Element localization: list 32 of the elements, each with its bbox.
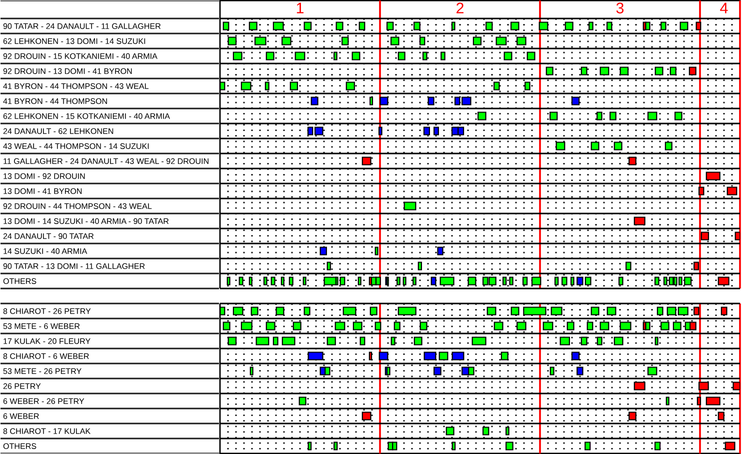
- y-tick-label: 43 WEAL - 44 THOMPSON - 14 SUZUKI: [3, 143, 149, 149]
- y-tick-label: 11 GALLAGHER - 24 DANAULT - 43 WEAL - 92 DROUIN: [4, 158, 208, 164]
- y-tick-label: 14 SUZUKI - 40 ARMIA: [4, 248, 88, 254]
- y-tick-label: 90 TATAR - 13 DOMI - 11 GALLAGHER: [3, 263, 145, 269]
- y-tick-label: 41 BYRON - 44 THOMPSON - 43 WEAL: [3, 83, 149, 89]
- y-tick-label: OTHERS: [3, 278, 36, 284]
- y-tick-label: 13 DOMI - 92 DROUIN: [4, 173, 85, 179]
- y-tick-label: 17 KULAK - 20 FLEURY: [4, 338, 90, 344]
- y-tick-label: 90 TATAR - 24 DANAULT - 11 GALLAGHER: [3, 23, 161, 29]
- y-tick-label: 8 CHIAROT - 6 WEBER: [3, 353, 89, 359]
- x-tick-label: 2: [456, 2, 464, 14]
- y-tick-label: 8 CHIAROT - 26 PETRY: [3, 308, 91, 314]
- y-tick-label: 53 METE - 6 WEBER: [3, 323, 80, 329]
- x-tick-label: 3: [616, 2, 624, 14]
- y-tick-label: 41 BYRON - 44 THOMPSON: [3, 98, 107, 104]
- y-tick-label: 24 DANAULT - 90 TATAR: [3, 233, 94, 239]
- y-tick-label: 13 DOMI - 14 SUZUKI - 40 ARMIA - 90 TATAR: [4, 218, 169, 224]
- x-tick-label: 4: [720, 2, 728, 14]
- y-tick-label: OTHERS: [3, 443, 36, 449]
- y-tick-label: 8 CHIAROT - 17 KULAK: [3, 428, 91, 434]
- y-tick-label: 92 DROUIN - 15 KOTKANIEMI - 40 ARMIA: [3, 53, 158, 59]
- y-tick-label: 26 PETRY: [3, 383, 41, 389]
- y-tick-label: 24 DANAULT - 62 LEHKONEN: [3, 128, 114, 134]
- y-tick-label: 62 LEHKONEN - 13 DOMI - 14 SUZUKI: [3, 38, 146, 44]
- y-tick-label: 62 LEHKONEN - 15 KOTKANIEMI - 40 ARMIA: [3, 113, 170, 119]
- y-tick-label: 92 DROUIN - 13 DOMI - 41 BYRON: [3, 68, 132, 74]
- y-tick-label: 6 WEBER - 26 PETRY: [3, 398, 84, 404]
- x-tick-label: 1: [296, 2, 304, 14]
- y-tick-label: 92 DROUIN - 44 THOMPSON - 43 WEAL: [3, 203, 152, 209]
- y-tick-label: 6 WEBER: [3, 413, 39, 419]
- y-tick-label: 13 DOMI - 41 BYRON: [4, 188, 82, 194]
- y-tick-label: 53 METE - 26 PETRY: [3, 368, 82, 374]
